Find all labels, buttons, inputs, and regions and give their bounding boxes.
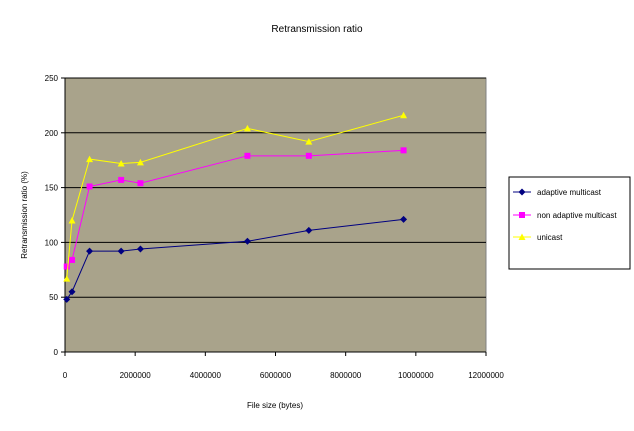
y-tick-label: 250: [45, 74, 59, 83]
data-point: [86, 247, 94, 255]
legend-marker: [518, 188, 526, 196]
data-point: [305, 152, 312, 159]
y-axis-ticks: 0 50 100 150 200 250: [45, 74, 65, 357]
series: [63, 215, 408, 303]
x-tick-label: 10000000: [398, 371, 434, 380]
series: [63, 111, 408, 282]
legend-marker: [518, 233, 526, 240]
legend-label: adaptive multicast: [537, 188, 602, 197]
data-point: [117, 247, 125, 255]
series: [63, 147, 407, 270]
data-point: [63, 263, 70, 270]
y-axis-label: Retransmission ratio (%): [20, 171, 29, 259]
x-tick-label: 4000000: [190, 371, 222, 380]
x-tick-label: 6000000: [260, 371, 292, 380]
data-point: [400, 215, 408, 223]
data-point: [136, 245, 144, 253]
data-point: [68, 216, 76, 224]
data-point: [243, 124, 251, 132]
x-tick-label: 0: [63, 371, 68, 380]
x-axis-label: File size (bytes): [247, 401, 303, 410]
data-point: [137, 180, 144, 187]
data-point: [305, 138, 313, 145]
series-line: [66, 149, 404, 267]
legend-label: non adaptive multicast: [537, 211, 617, 220]
data-point: [117, 159, 125, 167]
y-tick-label: 150: [45, 184, 59, 193]
chart-title: Retransmission ratio: [271, 24, 363, 35]
series-line: [66, 114, 404, 279]
legend-marker: [519, 212, 525, 218]
x-tick-label: 8000000: [330, 371, 362, 380]
gridlines: [65, 77, 486, 298]
data-point: [69, 256, 76, 263]
data-point: [136, 158, 144, 166]
data-point: [86, 183, 93, 190]
data-point: [86, 155, 94, 163]
x-tick-label: 12000000: [468, 371, 504, 380]
data-point: [244, 152, 251, 159]
data-point: [63, 295, 71, 303]
series-group: [63, 111, 408, 303]
legend-label: unicast: [537, 233, 563, 242]
x-tick-label: 2000000: [120, 371, 152, 380]
data-point: [118, 176, 125, 183]
data-point: [400, 147, 407, 154]
data-point: [63, 275, 71, 282]
y-tick-label: 100: [45, 238, 59, 247]
data-point: [400, 111, 408, 119]
data-point: [68, 288, 76, 296]
y-tick-label: 0: [54, 348, 59, 357]
x-axis-ticks: 0 2000000 4000000 6000000 8000000 10000000 120…: [63, 352, 504, 380]
legend: adaptive multicast non adaptive multicast…: [508, 176, 631, 270]
y-tick-label: 50: [49, 293, 58, 302]
series-line: [66, 218, 404, 300]
data-point: [305, 226, 313, 234]
plot-area: [64, 77, 487, 353]
y-tick-label: 200: [45, 129, 59, 138]
data-point: [243, 237, 251, 245]
